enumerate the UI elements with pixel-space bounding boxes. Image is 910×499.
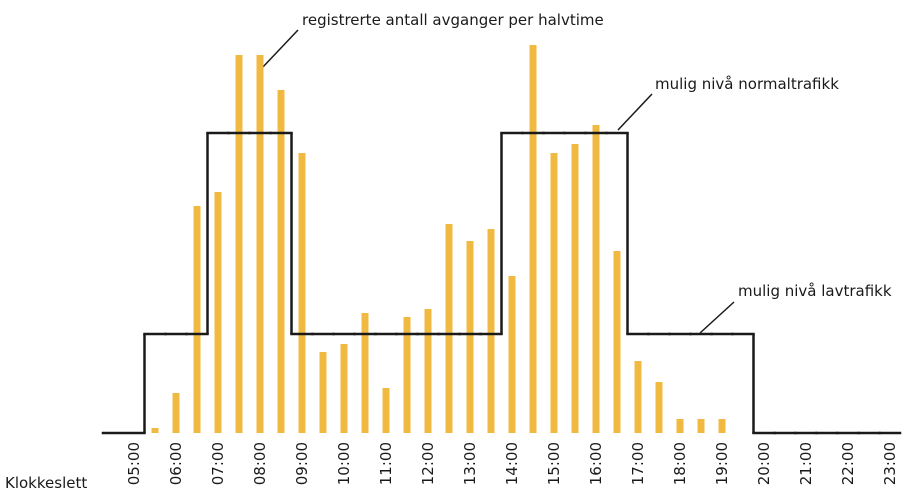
bar: [445, 224, 453, 433]
x-tick-label: 23:00: [881, 442, 899, 485]
x-tick-label: 09:00: [293, 442, 311, 485]
bar: [718, 419, 726, 433]
x-tick-label: 18:00: [671, 442, 689, 485]
x-tick-label: 11:00: [377, 442, 395, 485]
bar: [172, 393, 180, 433]
x-tick-label: 16:00: [587, 442, 605, 485]
bar: [319, 352, 327, 433]
x-tick-label: 22:00: [839, 442, 857, 485]
bar: [193, 206, 201, 433]
bar: [571, 144, 579, 433]
bar: [529, 45, 537, 433]
bar: [382, 388, 390, 433]
annotation: mulig nivå normaltrafikk: [655, 75, 839, 93]
x-tick-label: 19:00: [713, 442, 731, 485]
x-tick-label: 06:00: [167, 442, 185, 485]
leader-line: [261, 29, 299, 69]
bar: [151, 428, 159, 433]
x-tick-label: 15:00: [545, 442, 563, 485]
bar: [655, 382, 663, 433]
annotation: mulig nivå lavtrafikk: [738, 282, 892, 300]
x-tick-label: 10:00: [335, 442, 353, 485]
bar: [214, 192, 222, 433]
leader-line: [699, 301, 735, 334]
x-tick-label: 13:00: [461, 442, 479, 485]
bar: [424, 309, 432, 433]
bar: [298, 153, 306, 433]
bar: [697, 419, 705, 433]
bar: [592, 125, 600, 433]
bar: [277, 90, 285, 433]
x-tick-label: 12:00: [419, 442, 437, 485]
bar: [256, 55, 264, 433]
bar: [550, 153, 558, 433]
x-tick-label: 17:00: [629, 442, 647, 485]
x-tick-label: 14:00: [503, 442, 521, 485]
x-tick-label: 08:00: [251, 442, 269, 485]
bar: [634, 361, 642, 433]
leader-line: [617, 93, 653, 131]
bar: [676, 419, 684, 433]
bar: [340, 344, 348, 433]
annotation: registrerte antall avganger per halvtime: [302, 11, 604, 29]
bar: [361, 313, 369, 433]
bar: [508, 276, 516, 433]
x-tick-label: 05:00: [125, 442, 143, 485]
bar: [487, 229, 495, 433]
x-tick-label: 21:00: [797, 442, 815, 485]
bar: [403, 317, 411, 433]
bar: [235, 55, 243, 433]
x-axis-label: Klokkeslett: [5, 474, 87, 492]
bar: [466, 241, 474, 433]
bar: [613, 251, 621, 433]
x-tick-label: 07:00: [209, 442, 227, 485]
x-tick-label: 20:00: [755, 442, 773, 485]
